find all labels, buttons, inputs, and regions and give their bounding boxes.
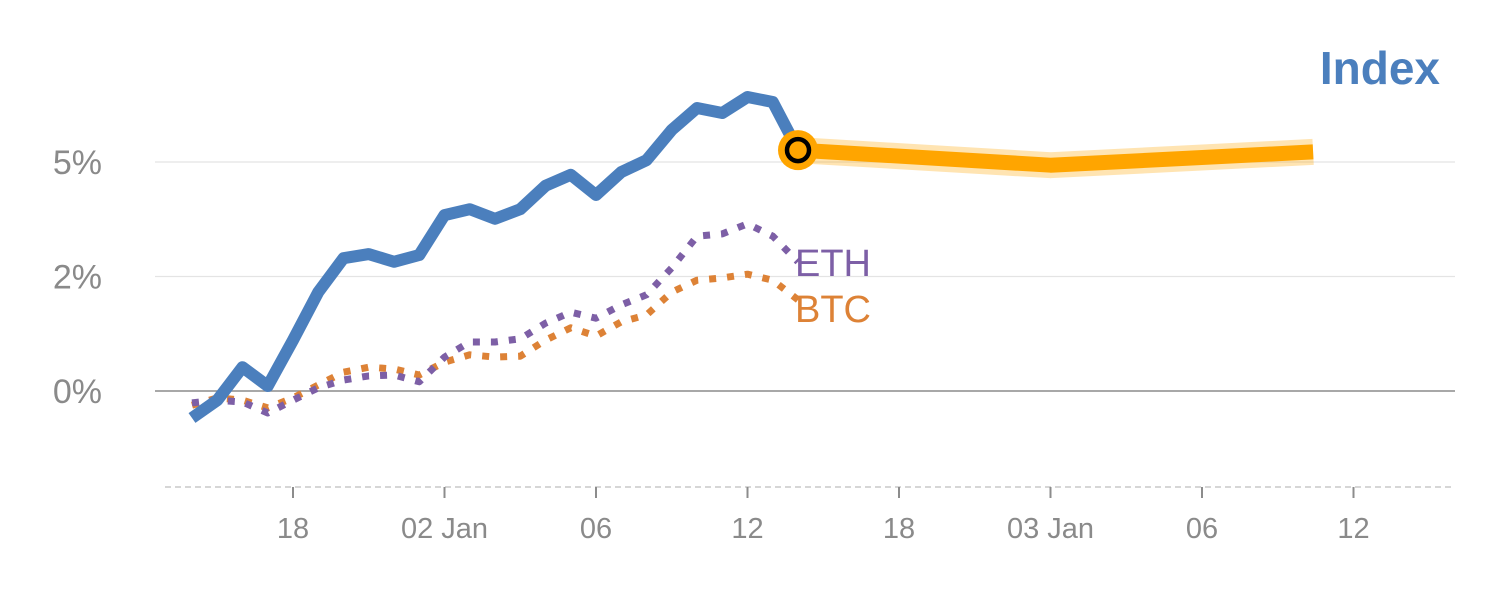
x-tick-label: 18 [883,513,915,545]
x-tick-label: 02 Jan [401,513,488,545]
y-tick-label: 0% [53,373,102,411]
x-tick-label: 12 [1337,513,1369,545]
y-tick-label: 2% [53,259,102,297]
btc-series-label: BTC [795,289,871,331]
forecast-start-marker [784,136,812,164]
eth-series-line [191,220,801,417]
x-tick-label: 03 Jan [1007,513,1094,545]
eth-series-label: ETH [795,243,871,285]
index-series-line [188,91,804,423]
forecast-line [797,142,1314,173]
y-tick-label: 5% [53,144,102,182]
btc-series-line [191,270,801,412]
x-tick-label: 06 [1186,513,1218,545]
x-tick-label: 06 [580,513,612,545]
chart-title: Index [1320,42,1441,94]
x-tick-label: 12 [731,513,763,545]
x-tick-label: 18 [277,513,309,545]
